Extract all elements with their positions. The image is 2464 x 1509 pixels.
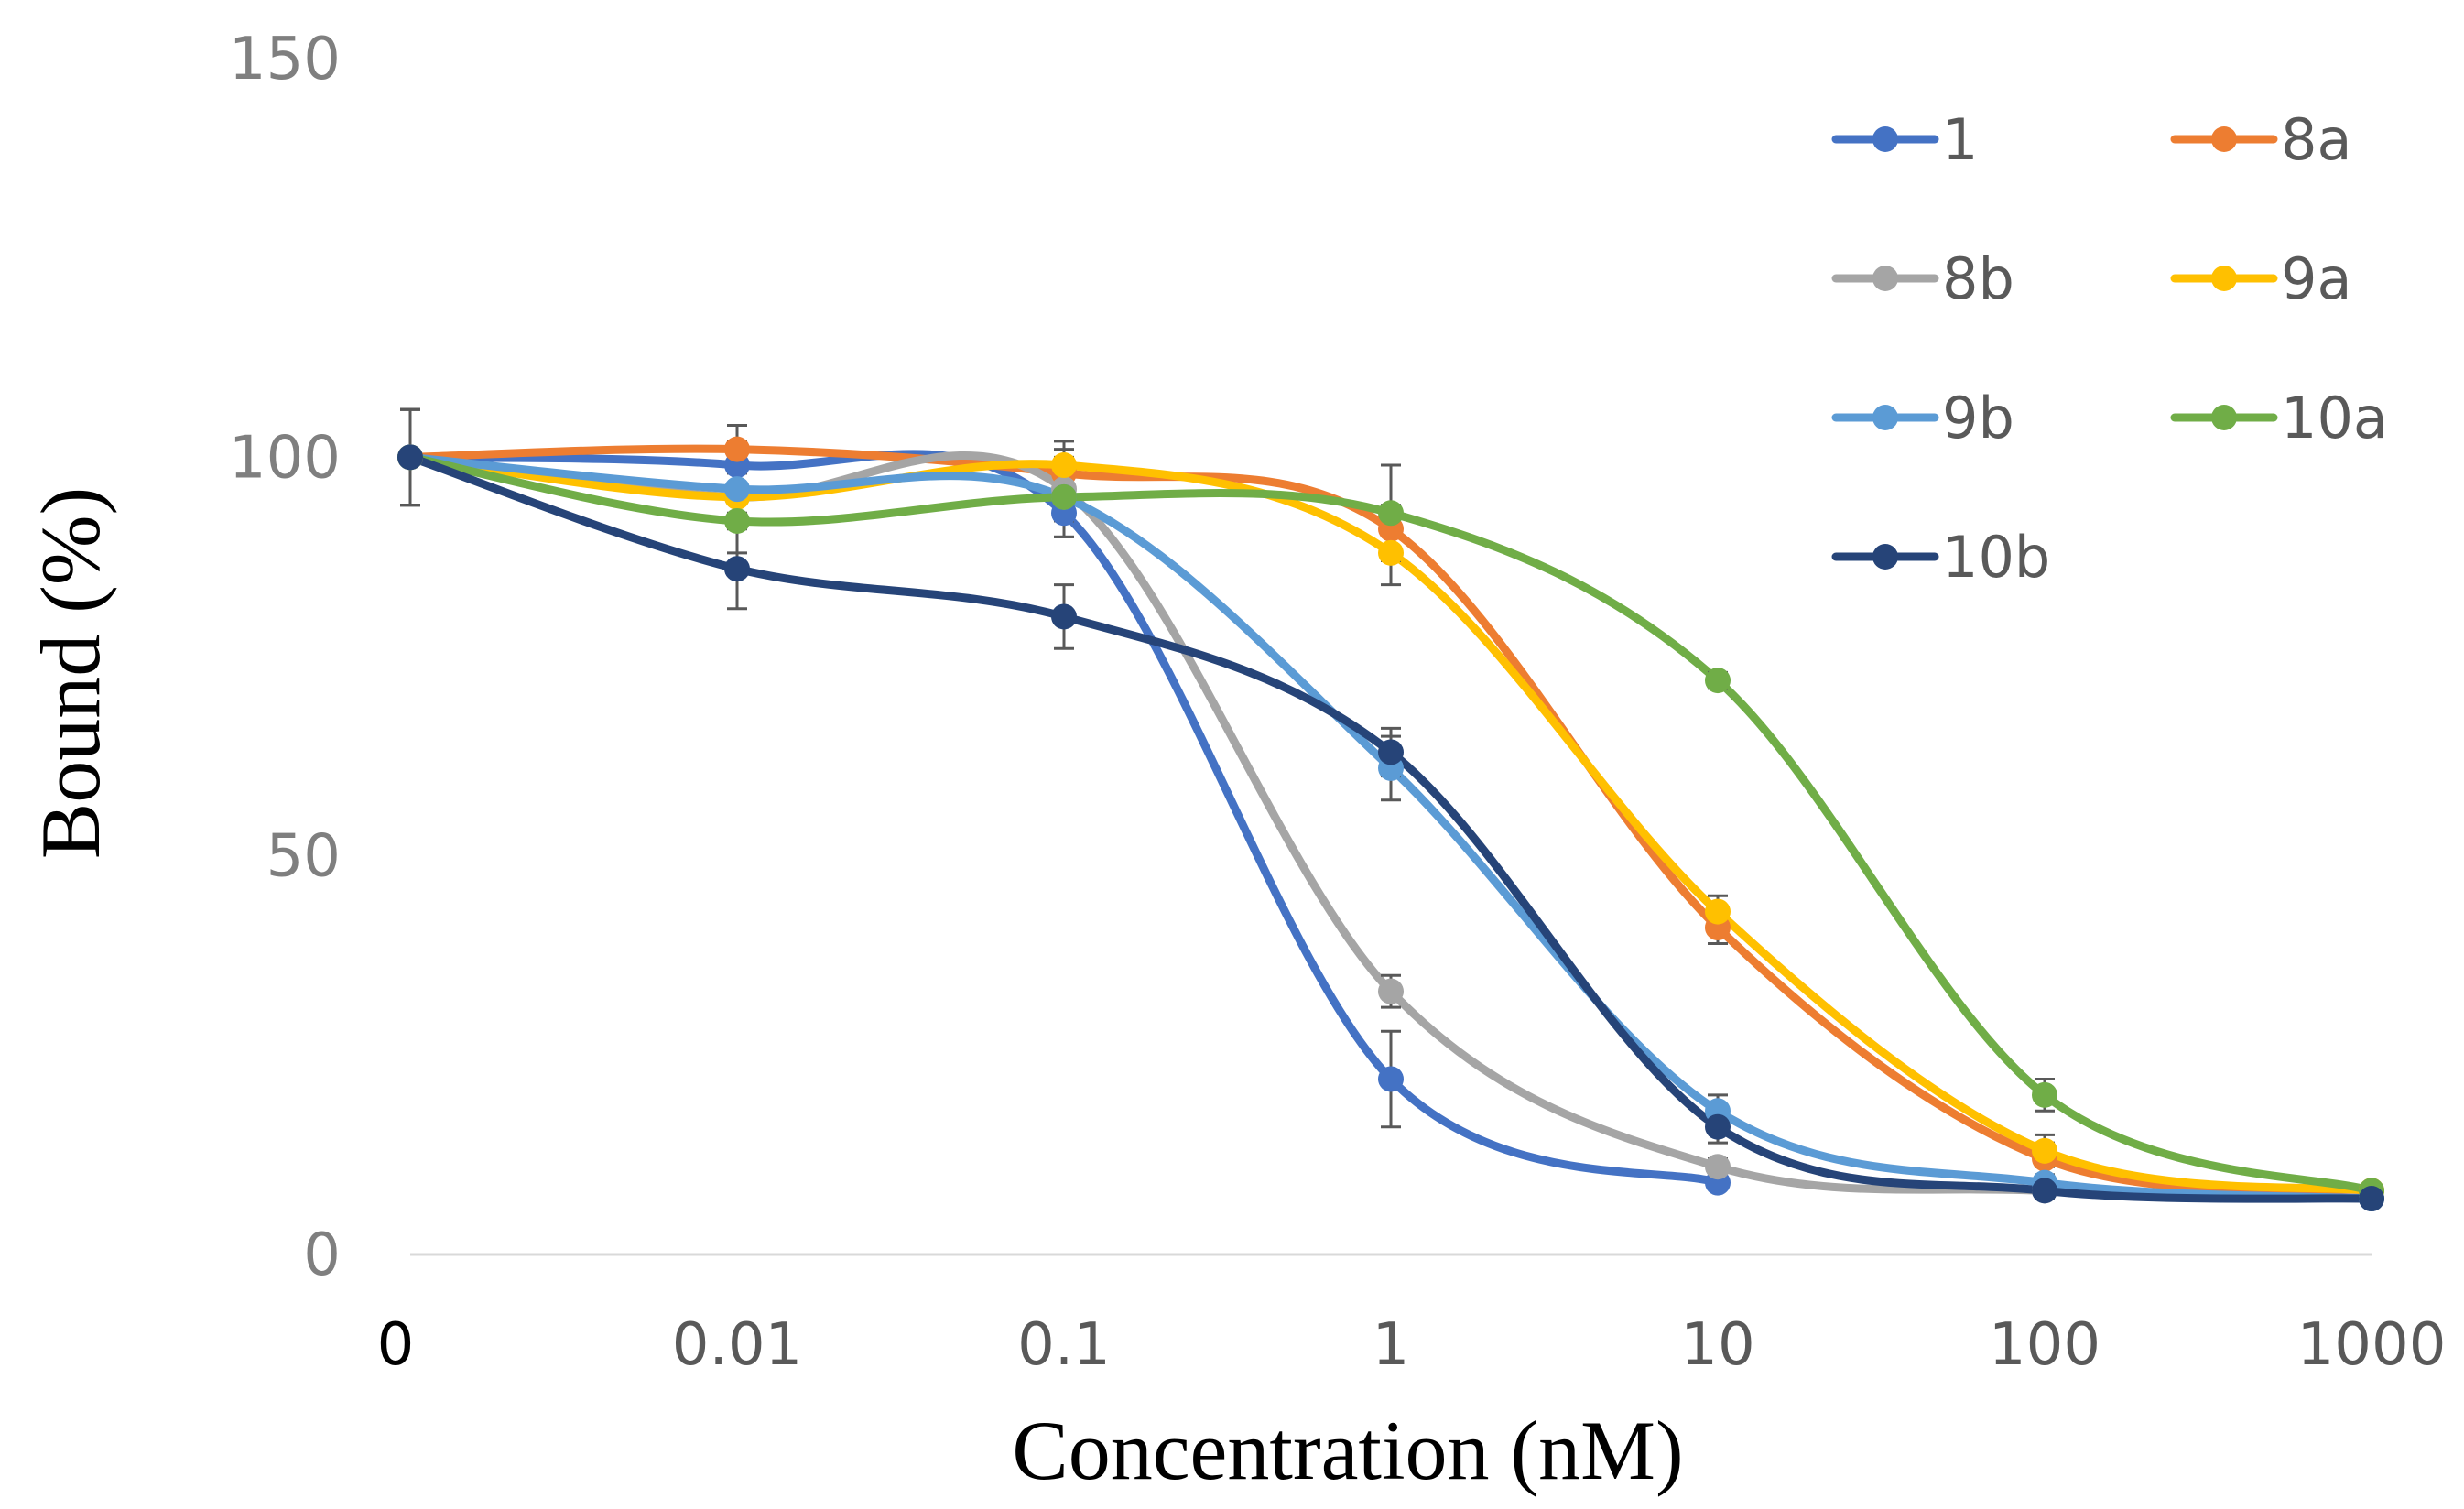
data-point-9b [724, 476, 750, 503]
x-tick-label: 0.1 [1017, 1311, 1111, 1379]
legend-marker [1872, 126, 1898, 152]
data-point-10b [2359, 1186, 2384, 1212]
legend-label: 10b [1942, 524, 2050, 591]
data-point-10b [2032, 1178, 2057, 1204]
y-tick-label: 100 [229, 424, 341, 492]
x-tick-label: 10 [1680, 1311, 1754, 1379]
legend-item-8a: 8a [2170, 106, 2351, 173]
legend-marker [2211, 405, 2237, 430]
data-point-8b [1378, 978, 1404, 1004]
data-point-8b [1705, 1154, 1731, 1180]
series-line-1 [406, 450, 1722, 1188]
y-tick-label: 50 [266, 823, 341, 891]
legend-item-10b: 10b [1831, 524, 2050, 591]
y-tick-label: 0 [303, 1221, 341, 1289]
data-point-9a [2032, 1137, 2057, 1164]
data-point-10b [1705, 1113, 1731, 1140]
legend-label: 1 [1942, 106, 1978, 173]
data-point-10a [724, 507, 750, 534]
data-point-10a [1378, 500, 1404, 527]
x-tick-labels: 0 0.01 0.1 1 10 100 1000 [377, 1311, 2447, 1379]
x-axis-title: Concentration (nM) [1012, 1404, 1683, 1497]
legend: 1 8a 8b 9a 9b 10a 10b [1831, 106, 2388, 591]
x-tick-label: 1000 [2297, 1311, 2447, 1379]
y-tick-labels: 0 50 100 150 [229, 26, 341, 1289]
data-point-9a [1705, 898, 1731, 925]
data-point-10a [1705, 668, 1731, 694]
legend-item-1: 1 [1831, 106, 1978, 173]
data-point-10b [1051, 603, 1077, 630]
legend-marker [2211, 266, 2237, 291]
legend-label: 8b [1942, 245, 2014, 312]
y-tick-label: 150 [229, 26, 341, 93]
legend-marker [2211, 126, 2237, 152]
data-point-10b [397, 444, 423, 471]
data-point-1 [1378, 1066, 1404, 1092]
legend-label: 8a [2281, 106, 2351, 173]
legend-item-10a: 10a [2170, 385, 2388, 451]
data-point-9a [1378, 539, 1404, 566]
legend-marker [1872, 544, 1898, 570]
data-point-10a [2032, 1081, 2057, 1108]
legend-label: 9b [1942, 385, 2014, 451]
legend-label: 9a [2281, 245, 2351, 312]
data-point-10b [724, 556, 750, 582]
legend-item-8b: 8b [1831, 245, 2014, 312]
legend-item-9b: 9b [1831, 385, 2014, 451]
data-point-10b [1378, 739, 1404, 765]
x-tick-label: 100 [1989, 1311, 2100, 1379]
data-point-8a [724, 436, 750, 462]
x-tick-label: 0 [377, 1311, 415, 1379]
y-axis-title: Bound (%) [24, 487, 117, 859]
data-point-9a [1051, 452, 1077, 479]
x-tick-label: 0.01 [672, 1311, 803, 1379]
data-point-10a [1051, 483, 1077, 510]
legend-marker [1872, 405, 1898, 430]
legend-marker [1872, 266, 1898, 291]
legend-label: 10a [2281, 385, 2388, 451]
legend-item-9a: 9a [2170, 245, 2351, 312]
series-points [397, 436, 2384, 1212]
x-tick-label: 1 [1373, 1311, 1410, 1379]
